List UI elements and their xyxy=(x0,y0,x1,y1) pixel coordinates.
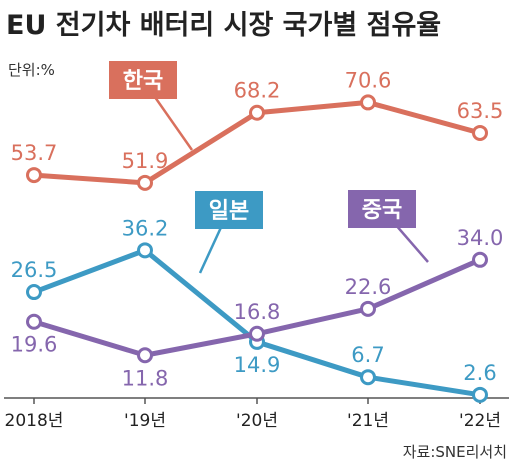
data-label: 34.0 xyxy=(457,226,504,250)
x-tick-label: '19년 xyxy=(124,411,166,431)
data-point xyxy=(249,104,265,121)
x-axis-ticks: 2018년 '19년 '20년 '21년 '22년 xyxy=(5,398,501,431)
source-label: 자료:SNE리서치 xyxy=(403,443,507,461)
x-tick-label: 2018년 xyxy=(5,411,64,431)
data-label: 70.6 xyxy=(345,68,392,92)
data-label: 68.2 xyxy=(234,79,281,103)
data-point xyxy=(360,94,376,111)
series-name-badge-japan: 일본 xyxy=(195,191,263,274)
data-label: 22.6 xyxy=(345,275,392,299)
data-label: 26.5 xyxy=(11,258,58,282)
data-point xyxy=(360,369,376,386)
data-label: 16.8 xyxy=(234,300,281,324)
data-point xyxy=(137,347,153,364)
data-label: 14.9 xyxy=(234,353,281,377)
series-name: 중국 xyxy=(362,198,402,223)
data-label: 36.2 xyxy=(122,216,169,240)
series-name-badge-korea: 한국 xyxy=(109,61,194,151)
x-tick-label: '21년 xyxy=(347,411,389,431)
data-point xyxy=(26,167,42,184)
series-china: 19.6 11.8 16.8 22.6 34.0 xyxy=(11,226,504,390)
data-point xyxy=(249,325,265,342)
series-name: 일본 xyxy=(209,199,249,224)
series-japan: 26.5 36.2 14.9 6.7 2.6 xyxy=(11,216,497,403)
data-point xyxy=(472,124,488,141)
chart-title: EU 전기차 배터리 시장 국가별 점유율 xyxy=(6,10,441,41)
badge-background xyxy=(348,190,416,228)
data-point xyxy=(137,174,153,191)
data-point xyxy=(472,251,488,268)
data-label: 53.7 xyxy=(11,141,58,165)
series-name-badge-china: 중국 xyxy=(348,190,429,263)
unit-label: 단위:% xyxy=(8,61,55,79)
data-label: 11.8 xyxy=(122,366,169,390)
series-korea: 53.7 51.9 68.2 70.6 63.5 xyxy=(11,68,504,191)
badge-background xyxy=(195,191,263,229)
x-tick-label: '20년 xyxy=(236,411,278,431)
data-label: 51.9 xyxy=(122,149,169,173)
data-label: 63.5 xyxy=(457,99,504,123)
x-tick-label: '22년 xyxy=(459,411,501,431)
data-label: 6.7 xyxy=(351,343,384,367)
series-name: 한국 xyxy=(123,69,163,94)
data-label: 2.6 xyxy=(463,361,496,385)
data-label: 19.6 xyxy=(11,333,58,357)
series-layer: 53.7 51.968.2 70.663.526.536.214.9 6.72.619… xyxy=(11,68,504,403)
data-point xyxy=(360,300,376,317)
data-point xyxy=(26,313,42,330)
badge-background xyxy=(109,61,177,99)
data-point xyxy=(26,284,42,301)
data-point xyxy=(137,242,153,259)
data-point xyxy=(472,386,488,403)
